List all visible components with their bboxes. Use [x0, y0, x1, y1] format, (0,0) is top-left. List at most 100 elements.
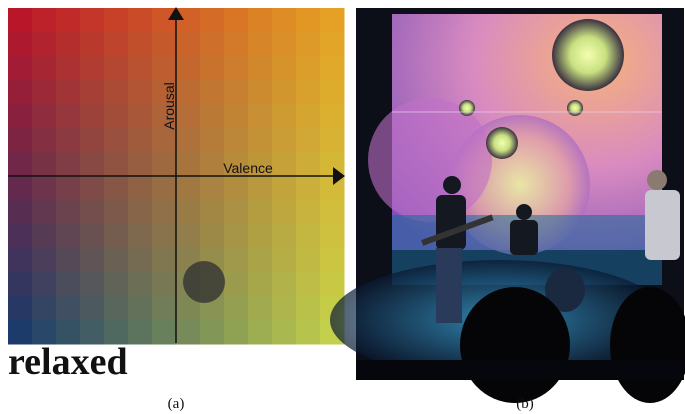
grid-cell — [80, 56, 105, 81]
grid-cell — [32, 104, 57, 129]
grid-cell — [248, 200, 273, 225]
grid-cell — [80, 152, 105, 177]
grid-cell — [176, 56, 201, 81]
grid-cell — [80, 176, 105, 201]
photo — [330, 8, 685, 403]
grid-cell — [272, 104, 297, 129]
grid-cell — [80, 104, 105, 129]
grid-cell — [272, 8, 297, 33]
grid-cell — [224, 104, 249, 129]
grid-cell — [128, 128, 153, 153]
grid-cell — [272, 32, 297, 57]
orb — [459, 100, 475, 116]
grid-cell — [272, 296, 297, 321]
grid-cell — [248, 32, 273, 57]
foreground — [356, 360, 684, 380]
grid-cell — [248, 296, 273, 321]
grid-cell — [128, 320, 153, 345]
grid-cell — [176, 104, 201, 129]
grid-cell — [176, 176, 201, 201]
grid-cell — [152, 128, 177, 153]
grid-cell — [8, 224, 33, 249]
grid-cell — [104, 272, 129, 297]
grid-cell — [80, 272, 105, 297]
grid-cell — [320, 200, 345, 225]
grid-cell — [296, 128, 321, 153]
grid-cell — [296, 296, 321, 321]
grid-cell — [104, 248, 129, 273]
grid-cell — [200, 80, 225, 105]
grid-cell — [128, 200, 153, 225]
grid-cell — [8, 80, 33, 105]
grid-cell — [320, 56, 345, 81]
grid-cell — [320, 272, 345, 297]
grid-cell — [176, 152, 201, 177]
grid-cell — [56, 104, 81, 129]
grid-cell — [152, 296, 177, 321]
grid-cell — [128, 152, 153, 177]
grid-cell — [80, 248, 105, 273]
grid-cell — [248, 56, 273, 81]
grid-cell — [80, 80, 105, 105]
orb — [368, 98, 492, 222]
grid-cell — [176, 200, 201, 225]
grid-cell — [272, 80, 297, 105]
grid-cell — [8, 8, 33, 33]
orb — [486, 127, 518, 159]
grid-cell — [296, 152, 321, 177]
grid-cell — [224, 296, 249, 321]
grid-cell — [176, 224, 201, 249]
caption: (b) — [516, 396, 534, 412]
grid-cell — [296, 248, 321, 273]
grid-cell — [32, 152, 57, 177]
grid-cell — [104, 200, 129, 225]
grid-cell — [248, 80, 273, 105]
grid-cell — [104, 152, 129, 177]
grid-cell — [296, 200, 321, 225]
grid-cell — [56, 224, 81, 249]
grid-cell — [56, 80, 81, 105]
grid-cell — [8, 32, 33, 57]
grid-cell — [248, 128, 273, 153]
grid-cell — [56, 8, 81, 33]
grid-cell — [200, 224, 225, 249]
grid-cell — [32, 296, 57, 321]
grid-cell — [176, 80, 201, 105]
grid-cell — [176, 32, 201, 57]
audience-head — [460, 287, 570, 403]
grid-cell — [104, 104, 129, 129]
grid-cell — [200, 56, 225, 81]
grid-cell — [272, 272, 297, 297]
grid-cell — [56, 152, 81, 177]
grid-cell — [128, 248, 153, 273]
grid-cell — [200, 200, 225, 225]
grid-cell — [248, 224, 273, 249]
grid-cell — [128, 8, 153, 33]
figure: Arousal Valence relaxed (a) — [0, 0, 685, 414]
grid-cell — [152, 8, 177, 33]
grid-cell — [272, 224, 297, 249]
grid-cell — [56, 200, 81, 225]
grid-cell — [32, 248, 57, 273]
mood-marker — [183, 261, 225, 303]
grid-cell — [8, 296, 33, 321]
grid-cell — [248, 8, 273, 33]
grid-cell — [56, 272, 81, 297]
grid-cell — [272, 200, 297, 225]
grid-cell — [272, 128, 297, 153]
grid-cell — [104, 8, 129, 33]
grid-cell — [200, 320, 225, 345]
grid-cell — [224, 248, 249, 273]
grid-cell — [80, 32, 105, 57]
grid-cell — [248, 272, 273, 297]
grid-cell — [152, 224, 177, 249]
grid-cell — [128, 104, 153, 129]
grid-cell — [56, 248, 81, 273]
grid-cell — [224, 200, 249, 225]
grid-cell — [32, 272, 57, 297]
grid-cell — [104, 128, 129, 153]
grid-cell — [32, 200, 57, 225]
grid-cell — [32, 128, 57, 153]
grid-cell — [320, 104, 345, 129]
grid-cell — [320, 8, 345, 33]
